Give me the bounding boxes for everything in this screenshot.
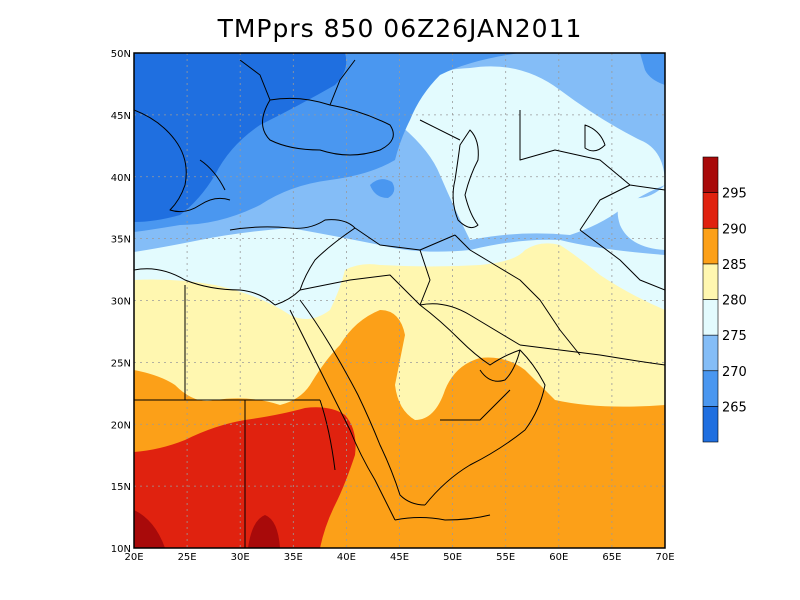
colorbar-label: 280 (722, 294, 747, 309)
lon-tick-label: 60E (549, 552, 568, 563)
lat-tick-label: 30N (111, 297, 131, 308)
lat-tick-label: 10N (111, 544, 131, 555)
lon-tick-label: 25E (178, 552, 197, 563)
lat-tick-label: 25N (111, 358, 131, 369)
colorbar-segment (702, 192, 719, 229)
lon-tick-label: 35E (284, 552, 303, 563)
lon-tick-label: 30E (231, 552, 250, 563)
longitude-tick-labels: 20E 25E 30E 35E 40E 45E 50E 55E 60E 65E 70E (124, 552, 674, 563)
lon-tick-label: 65E (602, 552, 621, 563)
lon-tick-label: 40E (337, 552, 356, 563)
lon-tick-label: 55E (496, 552, 515, 563)
band-above-295 (134, 510, 165, 548)
lat-tick-label: 20N (111, 420, 131, 431)
colorbar-label: 290 (722, 222, 747, 237)
colorbar-segment (702, 406, 719, 443)
latitude-tick-labels: 10N 15N 20N 25N 30N 35N 40N 45N 50N (111, 49, 131, 555)
colorbar-segment (702, 334, 719, 372)
lat-tick-label: 45N (111, 111, 131, 122)
colorbar-segment (702, 299, 719, 336)
colorbar-label: 270 (722, 365, 747, 380)
lat-tick-label: 40N (111, 173, 131, 184)
colorbar-segment (702, 227, 719, 265)
colorbar-label: 265 (722, 400, 747, 415)
lon-tick-label: 20E (124, 552, 143, 563)
colorbar: 265 270 275 280 285 290 295 (702, 156, 747, 443)
colorbar-label: 295 (722, 187, 747, 202)
lat-tick-label: 35N (111, 235, 131, 246)
coastlines-and-borders (134, 59, 665, 548)
plot-frame (133, 52, 666, 549)
lon-tick-label: 50E (443, 552, 462, 563)
colorbar-label: 275 (722, 329, 747, 344)
lat-tick-label: 50N (111, 49, 131, 60)
map-title: TMPprs 850 06Z26JAN2011 (217, 14, 583, 43)
colorbar-label: 285 (722, 258, 747, 273)
lat-tick-label: 15N (111, 482, 131, 493)
colorbar-segment (702, 370, 719, 407)
colorbar-segment (702, 263, 719, 300)
lon-tick-label: 70E (655, 552, 674, 563)
colorbar-segment (702, 156, 719, 193)
lon-tick-label: 45E (390, 552, 409, 563)
lat-lon-grid (134, 53, 665, 548)
